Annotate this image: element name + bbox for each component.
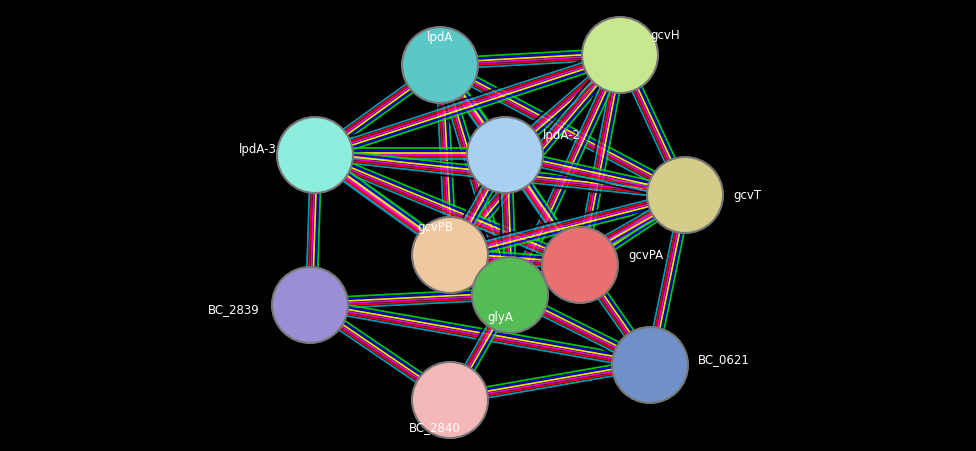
Circle shape — [647, 157, 723, 233]
Circle shape — [412, 362, 488, 438]
Text: BC_0621: BC_0621 — [698, 354, 750, 367]
Text: glyA: glyA — [487, 310, 513, 323]
Text: lpdA: lpdA — [427, 31, 453, 43]
Text: lpdA-3: lpdA-3 — [239, 143, 277, 156]
Circle shape — [277, 117, 353, 193]
Circle shape — [582, 17, 658, 93]
Circle shape — [467, 117, 543, 193]
Circle shape — [612, 327, 688, 403]
Circle shape — [542, 227, 618, 303]
Circle shape — [472, 257, 548, 333]
Circle shape — [402, 27, 478, 103]
Text: BC_2840: BC_2840 — [409, 422, 461, 434]
Text: gcvH: gcvH — [650, 28, 679, 41]
Circle shape — [272, 267, 348, 343]
Circle shape — [412, 217, 488, 293]
Text: lpdA-2: lpdA-2 — [543, 129, 581, 142]
Text: BC_2839: BC_2839 — [208, 304, 260, 317]
Text: gcvT: gcvT — [733, 189, 761, 202]
Text: gcvPB: gcvPB — [417, 221, 453, 234]
Text: gcvPA: gcvPA — [628, 249, 663, 262]
